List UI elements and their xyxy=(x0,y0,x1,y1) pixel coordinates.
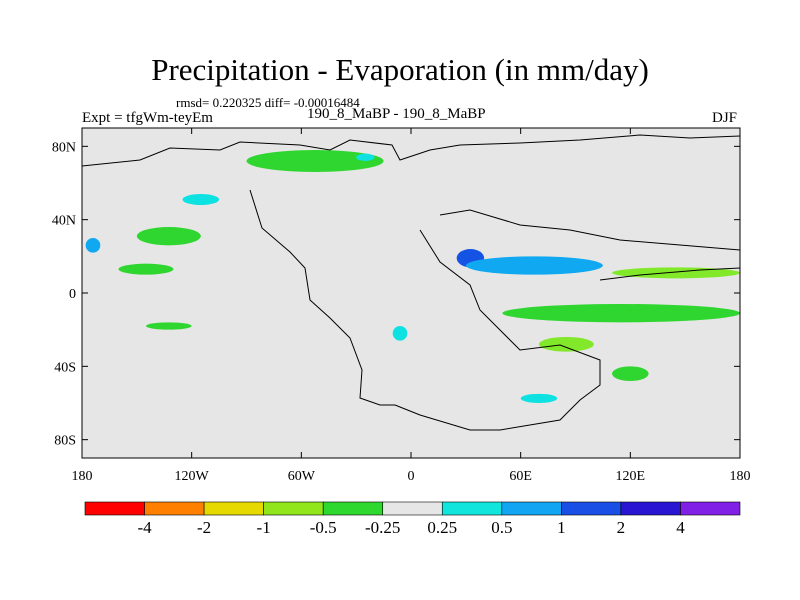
colorbar-label: 0.25 xyxy=(427,518,457,537)
field-regions xyxy=(85,150,740,403)
colorbar-segment xyxy=(382,501,443,516)
case-label: 190_8_MaBP - 190_8_MaBP xyxy=(307,106,486,122)
x-tick-label: 0 xyxy=(408,469,415,484)
x-tick-label: 60E xyxy=(509,469,532,484)
colorbar: -4 -2 -1 -0.5 -0.25 0.25 0.5 1 2 4 xyxy=(84,501,741,537)
colorbar-segment xyxy=(263,501,324,516)
rmsd-diff-label: rmsd= 0.220325 diff= -0.00016484 xyxy=(176,95,360,110)
coastline-1 xyxy=(81,134,741,167)
region-nw-pacific-band xyxy=(136,227,201,246)
region-antarctic-cyan xyxy=(520,393,558,403)
colorbar-label: -0.25 xyxy=(365,518,400,537)
coastline-3 xyxy=(439,209,741,251)
colorbar-segment xyxy=(501,501,562,516)
coastline-4 xyxy=(394,229,601,431)
region-indian-ocean-band-n xyxy=(465,256,603,275)
region-australia-green xyxy=(538,337,594,352)
x-tick-label: 120E xyxy=(616,469,646,484)
plot-background xyxy=(82,128,740,458)
chart-title: Precipitation - Evaporation (in mm/day) xyxy=(151,52,649,87)
experiment-label: Expt = tfgWm-teyEm xyxy=(82,110,213,126)
colorbar-label: -4 xyxy=(137,518,152,537)
colorbar-label: -2 xyxy=(197,518,211,537)
y-tick-label: 40N xyxy=(52,214,76,229)
y-tick-label: 80S xyxy=(54,434,76,449)
colorbar-segment xyxy=(441,501,503,516)
region-atlantic-patch-s xyxy=(392,326,408,341)
x-tick-label: 60W xyxy=(288,469,316,484)
colorbar-segment xyxy=(680,501,741,516)
y-tick-label: 80N xyxy=(52,140,76,155)
region-southern-ocean-green xyxy=(612,366,649,381)
colorbar-label: 0.5 xyxy=(491,518,512,537)
coastline-2 xyxy=(249,189,395,406)
region-south-indian-band xyxy=(502,304,740,323)
axis-ticks: 180 120W 60W 0 60E 120E 180 80N 40N 0 40S 80S xyxy=(52,128,751,484)
colorbar-segment xyxy=(322,501,384,516)
colorbar-segment xyxy=(84,501,145,516)
coastline-5 xyxy=(599,267,741,281)
colorbar-segment xyxy=(144,501,205,516)
x-tick-label: 180 xyxy=(730,469,751,484)
region-nw-atlantic-cyan xyxy=(182,194,220,205)
region-west-pacific-blue xyxy=(85,238,101,253)
season-label: DJF xyxy=(712,110,738,126)
colorbar-segment xyxy=(203,501,264,516)
region-arctic-cyan xyxy=(356,153,375,161)
y-tick-label: 40S xyxy=(54,360,76,375)
region-arctic-atlantic-band xyxy=(246,150,384,172)
colorbar-label: 1 xyxy=(557,518,566,537)
colorbar-label: 2 xyxy=(617,518,626,537)
colorbar-segment xyxy=(620,501,681,516)
y-tick-label: 0 xyxy=(69,287,76,302)
region-south-pacific-band xyxy=(145,322,192,330)
coastlines xyxy=(81,134,741,431)
region-north-pacific-low-band xyxy=(118,263,174,275)
colorbar-label: -1 xyxy=(257,518,271,537)
x-tick-label: 180 xyxy=(72,469,93,484)
colorbar-label: 4 xyxy=(676,518,685,537)
colorbar-label: -0.5 xyxy=(310,518,337,537)
colorbar-segment xyxy=(561,501,622,516)
x-tick-label: 120W xyxy=(175,469,210,484)
